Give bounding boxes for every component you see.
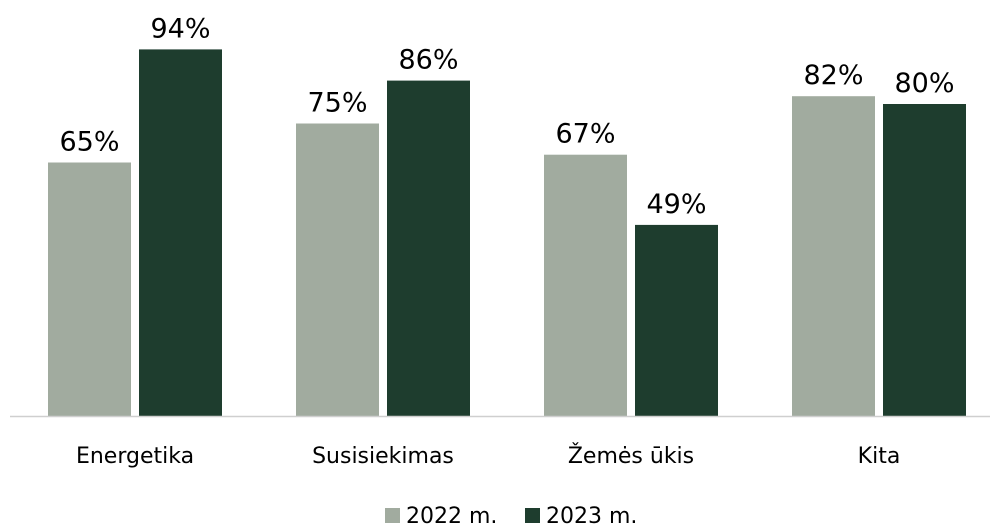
category-label-kita: Kita	[858, 444, 901, 469]
category-label-energetika: Energetika	[76, 444, 194, 469]
bar-energetika-2022-m	[48, 162, 131, 416]
bar-energetika-2023-m	[139, 49, 222, 417]
value-label-energetika-2023-m: 94%	[150, 13, 210, 44]
bars-layer	[48, 49, 966, 417]
legend-swatch-2022-m	[385, 508, 400, 523]
legend-swatch-2023-m	[525, 508, 540, 523]
value-label-susisiekimas-2022-m: 75%	[307, 88, 367, 119]
bar-kita-2022-m	[792, 96, 875, 416]
value-label-zemes-ukis-2023-m: 49%	[646, 189, 706, 220]
value-label-zemes-ukis-2022-m: 67%	[555, 119, 615, 150]
bar-susisiekimas-2022-m	[296, 123, 379, 416]
bar-kita-2023-m	[883, 104, 966, 416]
legend: 2022 m. 2023 m.	[385, 504, 637, 527]
value-label-kita-2022-m: 82%	[803, 60, 863, 91]
value-labels-layer: 65% 94% 75% 86% 67% 49% 82% 80%	[59, 13, 954, 220]
category-label-zemes-ukis: Žemės ūkis	[568, 443, 694, 469]
bar-susisiekimas-2023-m	[387, 80, 470, 416]
value-label-susisiekimas-2023-m: 86%	[398, 45, 458, 76]
category-label-susisiekimas: Susisiekimas	[312, 444, 454, 469]
value-label-kita-2023-m: 80%	[894, 68, 954, 99]
legend-label-2022-m: 2022 m.	[406, 504, 497, 527]
bar-zemes-ukis-2023-m	[635, 224, 718, 416]
bar-zemes-ukis-2022-m	[544, 154, 627, 416]
value-label-energetika-2022-m: 65%	[59, 127, 119, 158]
legend-label-2023-m: 2023 m.	[546, 504, 637, 527]
category-labels-layer: Energetika Susisiekimas Žemės ūkis Kita	[76, 443, 900, 469]
